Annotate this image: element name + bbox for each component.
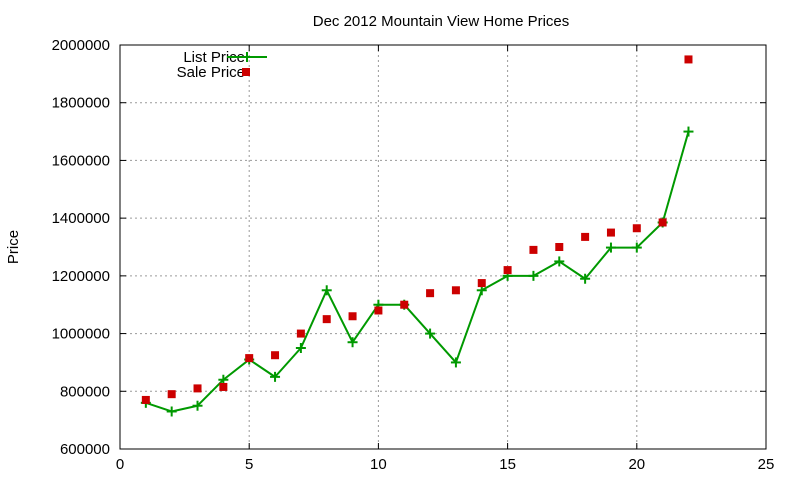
y-tick-label: 600000 bbox=[60, 441, 110, 458]
list-price-point bbox=[166, 406, 177, 417]
legend-square-marker bbox=[242, 68, 250, 76]
list-price-point bbox=[425, 328, 436, 339]
x-tick-label: 5 bbox=[245, 456, 253, 473]
list-price-point bbox=[347, 337, 358, 348]
sale-price-point bbox=[529, 245, 538, 254]
sale-price-point bbox=[245, 354, 254, 363]
list-price-point bbox=[192, 400, 203, 411]
grid-lines bbox=[120, 45, 766, 449]
sale-price-point bbox=[167, 390, 176, 399]
list-price-point bbox=[528, 270, 539, 281]
sale-price-point bbox=[374, 306, 383, 315]
list-price-point bbox=[554, 256, 565, 267]
sale-price-point bbox=[658, 218, 667, 227]
sale-price-point bbox=[477, 279, 486, 288]
sale-price-point bbox=[451, 286, 460, 295]
x-tick-label: 0 bbox=[116, 456, 124, 473]
sale-price-point bbox=[632, 224, 641, 233]
sale-price-point bbox=[400, 300, 409, 309]
sale-price-point bbox=[426, 289, 435, 298]
list-price-line bbox=[145, 131, 690, 413]
y-tick-label: 1800000 bbox=[52, 95, 110, 112]
y-tick-label: 800000 bbox=[60, 383, 110, 400]
list-price-point bbox=[321, 285, 332, 296]
sale-price-point bbox=[606, 228, 615, 237]
plot-frame bbox=[119, 44, 767, 450]
y-tick-label: 1000000 bbox=[52, 326, 110, 343]
sale-price-point bbox=[322, 315, 331, 324]
legend-plus-marker bbox=[242, 52, 252, 62]
list-price-point bbox=[295, 343, 306, 353]
list-price-point bbox=[580, 273, 591, 284]
y-tick-label: 2000000 bbox=[52, 37, 110, 54]
y-tick-label: 1400000 bbox=[52, 210, 110, 227]
sale-price-point bbox=[581, 232, 590, 241]
data-series bbox=[140, 55, 694, 417]
y-axis-label: Price bbox=[5, 230, 22, 264]
list-price-point bbox=[605, 242, 616, 253]
plot-area-border bbox=[119, 44, 767, 450]
series-1 bbox=[141, 55, 693, 404]
chart-title: Dec 2012 Mountain View Home Prices bbox=[313, 13, 570, 30]
axis-ticks: 0 5 10 15 20 25 600000 800000 1000000 1200000 1400… bbox=[52, 37, 775, 473]
sale-price-point bbox=[503, 266, 512, 275]
legend-label: List Price bbox=[183, 49, 245, 66]
sale-price-point bbox=[141, 395, 150, 404]
list-price-point bbox=[450, 357, 461, 368]
sale-price-point bbox=[271, 351, 280, 360]
sale-price-point bbox=[684, 55, 693, 64]
sale-price-point bbox=[348, 312, 357, 321]
list-price-point bbox=[683, 126, 694, 137]
legend-label: Sale Price bbox=[177, 64, 245, 81]
x-tick-label: 20 bbox=[628, 456, 645, 473]
x-tick-label: 15 bbox=[499, 456, 516, 473]
sale-price-point bbox=[555, 243, 564, 251]
y-tick-label: 1200000 bbox=[52, 268, 110, 285]
sale-price-point bbox=[193, 384, 202, 393]
list-price-point bbox=[631, 242, 642, 253]
x-tick-label: 25 bbox=[758, 456, 775, 473]
list-price-point bbox=[270, 371, 281, 382]
x-tick-label: 10 bbox=[370, 456, 387, 473]
y-tick-label: 1600000 bbox=[52, 152, 110, 169]
sale-price-point bbox=[219, 382, 228, 391]
series-0 bbox=[140, 126, 694, 417]
sale-price-point bbox=[296, 329, 305, 338]
